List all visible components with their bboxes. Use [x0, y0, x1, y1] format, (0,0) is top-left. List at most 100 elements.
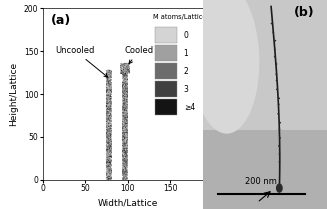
- Point: [109, 109, 114, 112]
- Point: [124, 84, 129, 87]
- Point: [122, 169, 127, 172]
- Point: [124, 85, 129, 89]
- Point: [108, 153, 113, 156]
- Point: [120, 121, 126, 125]
- Point: [105, 164, 110, 168]
- Point: [124, 121, 129, 125]
- Point: [105, 112, 111, 116]
- Point: [105, 153, 110, 156]
- Point: [123, 86, 128, 89]
- Point: [123, 178, 129, 181]
- Point: [121, 178, 127, 181]
- Point: [106, 176, 112, 180]
- Point: [109, 159, 114, 163]
- Point: [106, 157, 112, 160]
- Point: [120, 119, 126, 122]
- Point: [107, 110, 112, 113]
- Point: [120, 127, 125, 130]
- Point: [121, 81, 127, 84]
- Point: [107, 87, 112, 91]
- Point: [124, 114, 129, 118]
- Point: [121, 74, 127, 78]
- Point: [121, 68, 126, 71]
- Point: [106, 110, 112, 113]
- Point: [109, 176, 114, 179]
- Point: [108, 94, 113, 98]
- Point: [121, 129, 126, 133]
- Point: [123, 139, 128, 143]
- Point: [123, 140, 128, 143]
- Point: [125, 163, 130, 166]
- Point: [109, 88, 114, 91]
- Point: [106, 165, 111, 169]
- Point: [124, 158, 129, 161]
- Point: [106, 165, 111, 168]
- Point: [105, 117, 110, 120]
- Point: [123, 65, 128, 69]
- Point: [123, 153, 129, 156]
- Point: [108, 100, 113, 104]
- Point: [108, 72, 113, 75]
- Point: [105, 162, 110, 166]
- Point: [108, 139, 113, 142]
- Point: [121, 176, 126, 179]
- Point: [104, 172, 109, 176]
- Point: [120, 168, 126, 171]
- Point: [120, 69, 126, 72]
- Point: [105, 90, 110, 94]
- Point: [120, 89, 126, 92]
- Point: [119, 70, 124, 73]
- Point: [108, 133, 113, 136]
- Point: [123, 123, 129, 126]
- Point: [124, 169, 129, 172]
- Point: [109, 98, 114, 101]
- Point: [120, 99, 126, 102]
- Point: [105, 75, 111, 78]
- Point: [109, 113, 114, 116]
- Point: [108, 168, 113, 172]
- Point: [124, 78, 129, 82]
- Point: [104, 128, 109, 131]
- Point: [107, 152, 112, 155]
- Point: [108, 158, 113, 161]
- Point: [104, 100, 109, 104]
- Point: [120, 177, 125, 181]
- Point: [122, 67, 127, 70]
- Point: [123, 150, 129, 153]
- Point: [108, 96, 113, 99]
- Point: [125, 143, 130, 147]
- Point: [124, 156, 129, 159]
- Point: [121, 145, 126, 149]
- Point: [104, 103, 109, 106]
- Point: [105, 109, 110, 113]
- Point: [109, 133, 114, 136]
- Point: [106, 87, 112, 90]
- Point: [124, 82, 129, 85]
- Point: [105, 88, 110, 91]
- Point: [105, 142, 110, 145]
- Point: [106, 88, 111, 91]
- Point: [107, 131, 112, 135]
- Point: [105, 76, 110, 79]
- Point: [122, 128, 128, 131]
- Point: [108, 104, 113, 108]
- Point: [105, 141, 110, 145]
- Point: [124, 133, 129, 136]
- Point: [104, 89, 109, 93]
- Point: [123, 113, 128, 116]
- Point: [107, 166, 112, 169]
- Point: [121, 166, 127, 169]
- Point: [106, 168, 112, 172]
- Point: [122, 70, 127, 73]
- Point: [105, 157, 110, 160]
- Point: [121, 153, 127, 157]
- Point: [107, 153, 112, 157]
- Point: [108, 137, 113, 140]
- Point: [123, 123, 129, 127]
- Point: [106, 109, 111, 112]
- Point: [125, 140, 130, 143]
- Point: [109, 89, 114, 93]
- Point: [121, 74, 126, 78]
- Point: [105, 142, 110, 145]
- Point: [108, 120, 113, 124]
